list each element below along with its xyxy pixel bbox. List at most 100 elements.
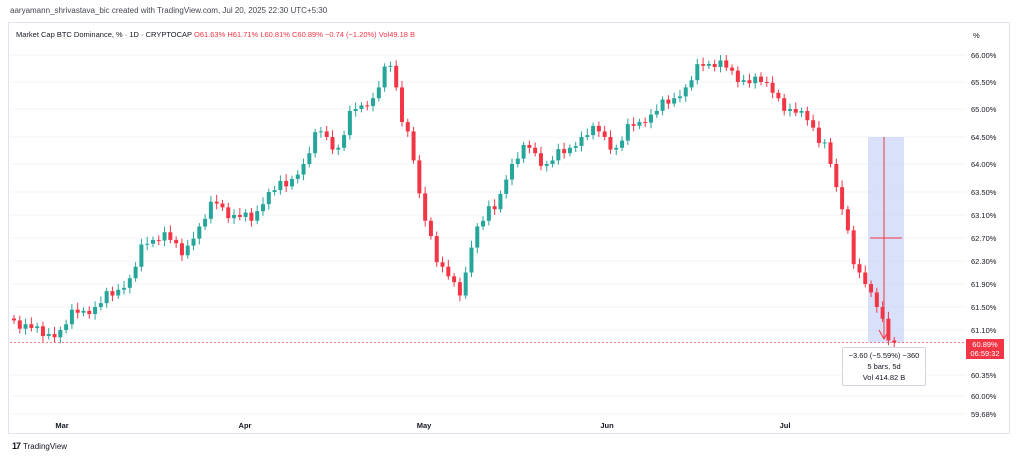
candle-body: [770, 82, 775, 93]
candle-body: [295, 174, 300, 179]
x-tick-label: May: [417, 421, 432, 430]
candle-body: [620, 140, 625, 148]
candle-body: [573, 146, 578, 148]
candle-body: [452, 276, 457, 283]
candle-body: [567, 147, 572, 154]
candle-body: [730, 67, 735, 71]
candle-body: [648, 114, 653, 123]
candle-body: [75, 309, 80, 313]
y-tick-label: 62.30%: [971, 257, 997, 266]
candle-body: [834, 164, 839, 188]
candle-body: [591, 125, 596, 136]
candle-body: [759, 76, 764, 82]
candle-body: [197, 226, 202, 239]
candle-body: [764, 82, 769, 83]
ohlc-change: −0.74 (−1.20%): [324, 30, 377, 39]
candle-body: [463, 272, 468, 296]
candle-body: [816, 127, 821, 143]
candle-body: [417, 160, 422, 194]
candle-body: [23, 324, 28, 329]
candle-body: [550, 160, 555, 164]
candle-body: [863, 272, 868, 284]
candle-body: [347, 110, 352, 136]
candle-body: [388, 65, 393, 67]
candle-body: [359, 105, 364, 109]
candle-body: [822, 142, 827, 144]
x-tick-label: Mar: [55, 421, 68, 430]
axis-unit: %: [973, 31, 980, 40]
candle-body: [353, 109, 358, 111]
measure-arrowhead: [878, 329, 890, 341]
candle-body: [428, 220, 433, 237]
candle-body: [226, 207, 231, 219]
measure-bars: 5 bars, 5d: [867, 362, 901, 371]
candle-body: [481, 220, 486, 227]
candle-body: [220, 203, 225, 208]
candle-body: [423, 193, 428, 221]
candle-body: [29, 324, 34, 329]
candle-body: [712, 64, 717, 67]
candle-body: [52, 334, 57, 338]
candle-body: [318, 131, 323, 133]
candle-body: [81, 310, 86, 313]
candle-body: [122, 287, 127, 290]
tradingview-brand[interactable]: 17 TradingView: [12, 441, 67, 451]
candle-body: [874, 292, 879, 307]
candle-body: [811, 120, 816, 128]
candle-body: [17, 320, 22, 329]
candle-body: [278, 180, 283, 191]
y-tick-label: 60.00%: [971, 392, 997, 401]
candle-body: [330, 137, 335, 150]
candle-body: [289, 178, 294, 187]
candle-body: [139, 244, 144, 267]
candle-body: [625, 124, 630, 141]
candle-body: [660, 99, 665, 111]
candle-body: [58, 330, 63, 338]
candle-body: [869, 284, 874, 293]
ohlc-close: C60.89%: [292, 30, 323, 39]
last-price-tag: 60.89% 06:59:32: [966, 339, 1004, 359]
candle-body: [133, 266, 138, 279]
candle-body: [492, 206, 497, 210]
candle-body: [851, 230, 856, 265]
candle-body: [706, 64, 711, 66]
candle-body: [631, 124, 636, 126]
candle-body: [486, 206, 491, 221]
candle-body: [845, 209, 850, 231]
candle-body: [805, 110, 810, 121]
candle-body: [892, 340, 897, 343]
chart-frame: [8, 22, 1010, 434]
candle-body: [504, 179, 509, 194]
candle-body: [179, 243, 184, 256]
candle-body: [637, 122, 642, 126]
candle-body: [35, 326, 40, 329]
symbol-name: Market Cap BTC Dominance, % · 1D · CRYPT…: [16, 30, 192, 39]
candle-body: [46, 334, 51, 336]
candle-body: [521, 144, 526, 159]
candle-body: [735, 70, 740, 82]
candle-body: [857, 264, 862, 273]
candle-body: [469, 247, 474, 273]
candle-body: [336, 147, 341, 150]
candle-body: [828, 142, 833, 164]
symbol-info: Market Cap BTC Dominance, % · 1D · CRYPT…: [16, 30, 415, 39]
candle-body: [382, 66, 387, 88]
candle-body: [585, 135, 590, 137]
candle-body: [365, 105, 370, 107]
candle-body: [840, 187, 845, 210]
volume-value: Vol49.18 B: [378, 30, 416, 39]
y-tick-label: 64.00%: [971, 160, 997, 169]
candle-body: [203, 218, 208, 227]
y-tick-label: 64.50%: [971, 133, 997, 142]
candle-body: [562, 149, 567, 154]
candle-body: [602, 131, 607, 137]
candle-body: [787, 109, 792, 111]
candle-body: [515, 158, 520, 164]
candle-body: [237, 215, 242, 217]
candle-body: [394, 65, 399, 88]
candle-body: [284, 180, 289, 187]
tradingview-logo-icon: 17: [12, 441, 21, 451]
candle-body: [40, 326, 45, 336]
candle-body: [127, 278, 132, 288]
